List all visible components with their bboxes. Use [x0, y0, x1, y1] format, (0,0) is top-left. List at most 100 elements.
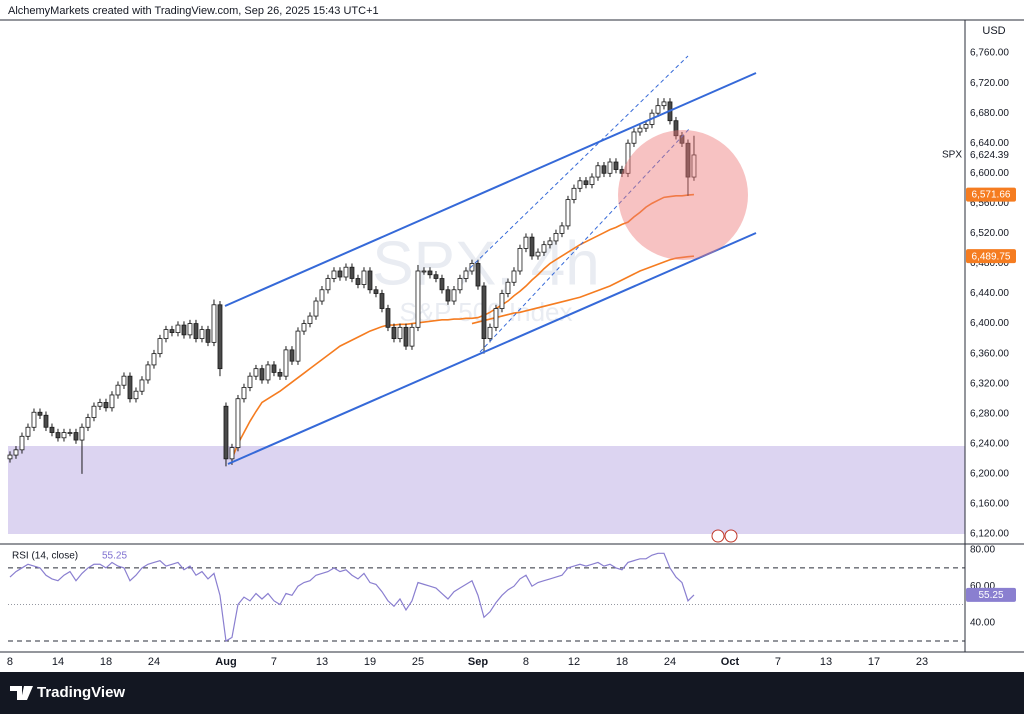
event-icon[interactable] [724, 529, 738, 543]
moving-average [471, 255, 695, 325]
candle-body [685, 142, 691, 178]
last-price-label: 6,624.39 [970, 150, 1009, 161]
symbol-label: SPX [942, 150, 962, 161]
candle-body [235, 398, 241, 448]
candle-body [157, 338, 163, 355]
candle-body [229, 447, 235, 460]
candle-body [679, 135, 685, 144]
y-tick-label: 6,440.00 [970, 288, 1009, 299]
candle-body [133, 390, 139, 400]
candle-body [253, 368, 259, 377]
candle-body [205, 329, 211, 343]
channel-dashed [479, 127, 691, 353]
candle-body [367, 270, 373, 291]
candle-body [7, 454, 13, 460]
candle-body [361, 270, 367, 285]
candle-body [421, 270, 427, 273]
candle-body [307, 315, 313, 324]
candle-body [223, 405, 229, 460]
candle-body [325, 278, 331, 291]
x-tick-label: 13 [820, 656, 832, 668]
candle-body [499, 293, 505, 309]
y-tick-label: 6,280.00 [970, 408, 1009, 419]
drawings [224, 55, 757, 543]
candle-body [379, 293, 385, 309]
x-tick-label: 8 [7, 656, 13, 668]
candle-body [433, 274, 439, 279]
support-zone [8, 446, 965, 534]
candle-body [595, 165, 601, 178]
candle-body [409, 326, 415, 347]
candle-body [427, 270, 433, 276]
channel-upper [224, 72, 757, 307]
candle-body [475, 263, 481, 287]
price-tag [966, 587, 1016, 602]
x-tick-label: 24 [664, 656, 676, 668]
y-tick-label: 6,600.00 [970, 168, 1009, 179]
candle-body [487, 326, 493, 340]
candle-body [655, 105, 661, 114]
candle-body [601, 165, 607, 174]
candle-body [13, 449, 19, 456]
y-tick-label: 6,760.00 [970, 48, 1009, 59]
candle-body [349, 266, 355, 279]
candle-body [583, 180, 589, 185]
x-tick-label: Aug [215, 656, 236, 668]
candle-body [79, 426, 85, 441]
candle-body [385, 308, 391, 328]
x-tick-label: 12 [568, 656, 580, 668]
candle-body [301, 323, 307, 332]
x-tick-label: 14 [52, 656, 64, 668]
candle-body [445, 289, 451, 302]
y-tick-label: 6,480.00 [970, 258, 1009, 269]
candle-body [259, 368, 265, 381]
candle-body [109, 394, 115, 409]
candle-body [31, 411, 37, 428]
candle-body [637, 127, 643, 133]
candle-body [463, 270, 469, 279]
candle-body [247, 375, 253, 388]
candle-body [37, 411, 43, 416]
y-tick-label: 6,240.00 [970, 438, 1009, 449]
x-tick-label: 18 [100, 656, 112, 668]
channel-dashed [469, 55, 689, 269]
candle-body [283, 349, 289, 377]
candle-body [19, 435, 25, 451]
y-tick-label: 6,320.00 [970, 378, 1009, 389]
candle-body [373, 289, 379, 294]
candle-body [619, 169, 625, 174]
candle-body [403, 326, 409, 347]
candle-body [529, 236, 535, 257]
channel-lower [227, 232, 757, 465]
y-tick-label: 6,360.00 [970, 348, 1009, 359]
candle-body [85, 417, 91, 428]
y-tick-label: 80.00 [970, 544, 995, 555]
candle-body [505, 281, 511, 294]
candle-body [547, 240, 553, 246]
candle-body [469, 263, 475, 272]
y-tick-label: 6,680.00 [970, 108, 1009, 119]
plot-layer [7, 98, 965, 643]
candle-body [61, 432, 67, 439]
candle-body [607, 161, 613, 174]
candle-body [139, 379, 145, 392]
event-icon[interactable] [711, 529, 725, 543]
candle-body [43, 414, 49, 428]
candle-body [571, 187, 577, 200]
candle-body [397, 326, 403, 340]
candle-body [439, 278, 445, 291]
candle-body [541, 244, 547, 253]
candle-body [49, 426, 55, 433]
candle-body [295, 330, 301, 362]
candle-body [55, 432, 61, 439]
candle-body [631, 131, 637, 144]
candle-body [91, 405, 97, 418]
candle-body [415, 270, 421, 328]
candle-body [661, 101, 667, 107]
highlight-circle [618, 130, 748, 260]
candle-body [97, 402, 103, 407]
candle-body [313, 300, 319, 317]
candle-body [643, 124, 649, 129]
